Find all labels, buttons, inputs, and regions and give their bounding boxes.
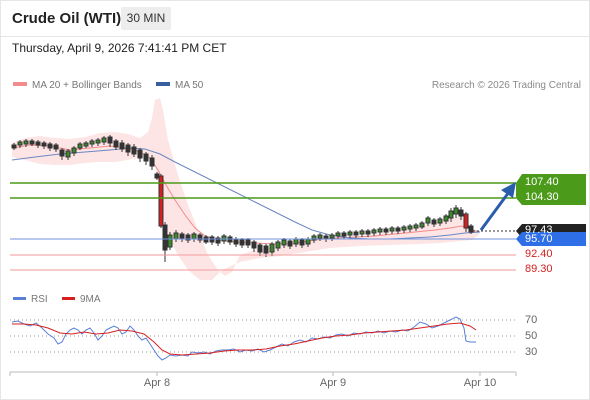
legend-rsi-ma: 9MA — [62, 294, 101, 305]
legend-ma50-label: MA 50 — [175, 80, 204, 91]
ma50-swatch — [156, 82, 170, 87]
support-2-label: 89.30 — [525, 263, 553, 275]
support-1-label: 92.40 — [525, 248, 553, 260]
legend-rsi-ma-label: 9MA — [80, 294, 101, 305]
x-label-apr9: Apr 9 — [319, 377, 347, 389]
x-axis — [9, 371, 517, 376]
rsi-9ma-line — [12, 322, 477, 356]
copyright-notice: Research © 2026 Trading Central — [431, 80, 581, 91]
legend-ma20: MA 20 + Bollinger Bands — [13, 80, 142, 91]
chart-datetime: Thursday, April 9, 2026 7:41:41 PM CET — [12, 41, 227, 55]
bollinger-band — [12, 98, 480, 280]
instrument-title: Crude Oil (WTI) — [12, 10, 122, 27]
legend-rsi: RSI — [13, 294, 48, 305]
x-label-apr8: Apr 8 — [143, 377, 171, 389]
rsi-level-30: 30 — [525, 346, 538, 358]
rsi-panel — [10, 316, 516, 361]
ma20-swatch — [13, 82, 27, 87]
rsi-swatch — [13, 296, 26, 300]
last-price-label: 97.43 — [525, 224, 553, 236]
rsi-level-50: 50 — [525, 330, 538, 342]
rsi-ma-swatch — [62, 296, 75, 300]
legend-ma50: MA 50 — [156, 80, 203, 91]
pivot-label: 95.70 — [525, 233, 553, 245]
x-label-apr10: Apr 10 — [463, 377, 497, 389]
ma50-line — [11, 147, 481, 240]
chart-header: Crude Oil (WTI) 30 MIN — [0, 0, 590, 37]
rsi-level-70: 70 — [525, 314, 538, 326]
legend-ma20-label: MA 20 + Bollinger Bands — [32, 80, 142, 91]
resistance-labels-box — [516, 174, 586, 205]
resistance-1-label: 104.30 — [525, 191, 559, 203]
pivot-box — [516, 232, 586, 246]
legend-rsi-label: RSI — [31, 294, 48, 305]
resistance-2-label: 107.40 — [525, 176, 559, 188]
rsi-line — [11, 316, 476, 361]
forecast-arrow — [479, 182, 516, 231]
timeframe-button[interactable]: 30 MIN — [121, 7, 171, 30]
